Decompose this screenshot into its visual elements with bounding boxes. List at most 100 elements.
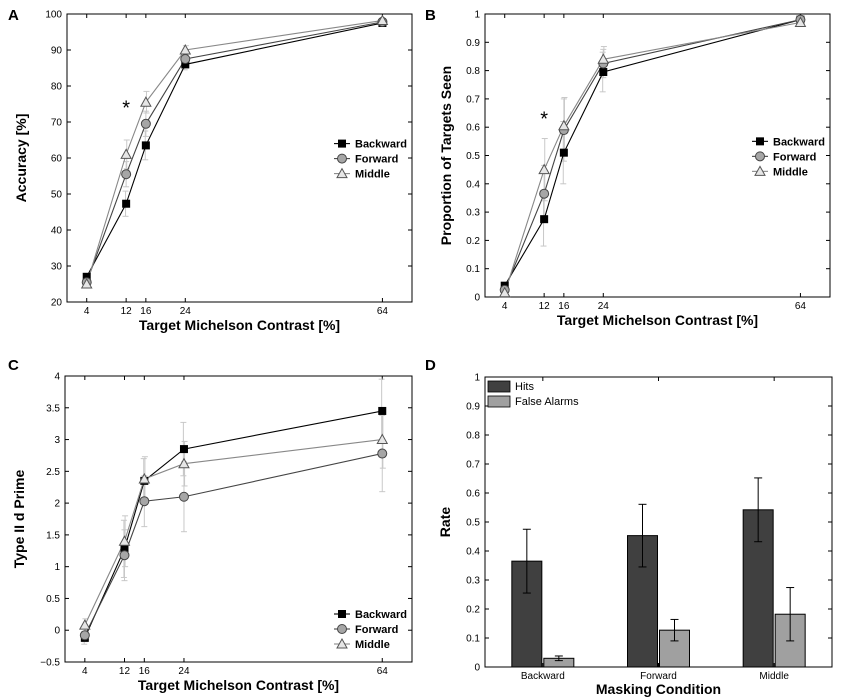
- data-point-middle: [597, 53, 610, 64]
- data-point-middle: [178, 457, 190, 469]
- y-tick-label: 50: [51, 190, 63, 201]
- y-tick-label: 3.5: [46, 403, 60, 414]
- y-tick-label: 100: [45, 10, 62, 21]
- data-point-forward: [121, 169, 132, 180]
- data-point-forward: [377, 448, 388, 459]
- legend-marker-backward: [756, 137, 764, 146]
- y-tick-label: 3: [54, 435, 60, 446]
- legend-label: Forward: [773, 151, 816, 163]
- x-tick-label: 64: [795, 301, 807, 312]
- y-tick-label: 0.7: [466, 460, 480, 471]
- y-tick-label: 0.2: [466, 236, 480, 247]
- y-tick-label: 0.6: [466, 489, 480, 500]
- legend-marker-middle: [754, 165, 766, 176]
- data-point-backward: [559, 148, 568, 157]
- y-tick-label: 1: [474, 373, 480, 384]
- x-tick-label: 24: [178, 666, 190, 677]
- data-point-middle: [118, 535, 131, 546]
- series-line-backward: [86, 22, 383, 278]
- y-tick-label: 1: [54, 562, 60, 573]
- x-tick-label: 4: [502, 301, 508, 312]
- legend-marker-forward: [337, 624, 347, 634]
- legend-label: Middle: [355, 639, 390, 651]
- y-tick-label: 0.6: [466, 123, 480, 134]
- x-axis-title: Target Michelson Contrast [%]: [139, 317, 340, 333]
- data-point-backward: [378, 406, 387, 415]
- data-point-backward: [179, 445, 188, 454]
- y-tick-label: 80: [51, 82, 63, 93]
- y-tick-label: 0: [54, 626, 60, 637]
- legend-label: Backward: [355, 139, 407, 151]
- legend-label: Backward: [773, 136, 825, 148]
- data-point-forward: [79, 630, 90, 641]
- data-point-forward: [139, 496, 150, 507]
- data-point-forward: [539, 188, 550, 199]
- data-point-middle: [558, 119, 570, 131]
- significance-marker: *: [540, 109, 548, 131]
- y-axis-title: Type II d Prime: [11, 470, 27, 569]
- x-axis-title: Target Michelson Contrast [%]: [557, 312, 758, 328]
- data-point-middle: [179, 43, 192, 55]
- y-tick-label: 90: [51, 46, 63, 57]
- data-point-backward: [540, 215, 549, 224]
- data-point-middle: [120, 148, 132, 159]
- y-tick-label: 0.1: [466, 634, 480, 645]
- legend-marker-backward: [338, 610, 346, 618]
- legend-marker-forward: [755, 151, 765, 162]
- data-point-forward: [180, 54, 191, 64]
- series-line-middle: [86, 19, 383, 285]
- y-tick-label: 0.9: [466, 402, 480, 413]
- panel-d: D 0 0.1 0.2 0.3 0.4 0.5 0.6 0.7 0.8 0.9 1 Backward Fo…: [425, 357, 833, 697]
- data-point-middle: [376, 14, 389, 25]
- y-tick-label: 4: [54, 372, 60, 383]
- y-tick-label: 70: [51, 118, 63, 129]
- data-point-middle: [80, 277, 93, 289]
- legend-swatch: [487, 380, 511, 393]
- y-tick-label: 0.8: [466, 431, 480, 442]
- data-point-middle: [140, 96, 152, 107]
- panel-b: B 0 0.1 0.2 0.3 0.4 0.5 0.6 0.7 0.8 0.9 1 4 12 16 24 64 T…: [425, 7, 831, 328]
- y-axis-title: Accuracy [%]: [13, 114, 29, 203]
- data-point-middle: [498, 286, 511, 298]
- y-tick-label: 1: [474, 10, 480, 21]
- data-point-forward: [119, 550, 130, 561]
- panel-letter: C: [8, 357, 19, 374]
- y-tick-label: 40: [51, 226, 63, 237]
- x-tick-label: 12: [121, 306, 133, 317]
- legend-label: Middle: [773, 166, 808, 178]
- x-tick-label: 4: [82, 666, 88, 677]
- data-point-middle: [794, 16, 807, 27]
- x-tick-label: 4: [84, 306, 90, 317]
- x-tick-label: 12: [539, 301, 551, 312]
- data-point-forward: [178, 491, 189, 502]
- significance-marker: *: [122, 98, 130, 120]
- y-tick-label: 0.3: [466, 208, 480, 219]
- legend-label: Hits: [515, 381, 534, 393]
- panel-a: A 20 30 40 50 60 70 80 90 100 4 12 16 24 64 Target Mich…: [8, 7, 413, 333]
- series-line-forward: [86, 21, 383, 283]
- y-tick-label: 2: [54, 499, 60, 510]
- y-tick-label: 2.5: [46, 467, 60, 478]
- y-tick-label: 20: [51, 298, 63, 309]
- legend-marker-middle: [336, 167, 348, 179]
- y-tick-label: −0.5: [40, 658, 60, 669]
- plot-frame: [64, 375, 413, 663]
- data-point-backward: [122, 199, 131, 208]
- x-tick-label: Middle: [759, 671, 789, 682]
- y-tick-label: 0.4: [466, 547, 480, 558]
- y-axis-title: Proportion of Targets Seen: [438, 66, 454, 245]
- y-tick-label: 0.2: [466, 605, 480, 616]
- panel-c: C −0.5 0 0.5 1 1.5 2 2.5 3 3.5 4 4 12 16 24 64 Target Mi…: [8, 357, 413, 693]
- y-tick-label: 0: [474, 663, 480, 674]
- x-tick-label: 16: [140, 306, 152, 317]
- y-tick-label: 0.5: [466, 151, 480, 162]
- data-point-middle: [138, 472, 151, 484]
- legend-label: Forward: [355, 624, 398, 636]
- y-tick-label: 0.8: [466, 66, 480, 77]
- y-tick-label: 0.9: [466, 38, 480, 49]
- data-point-forward: [140, 118, 151, 129]
- legend-marker-middle: [336, 637, 348, 649]
- legend-label: Backward: [355, 609, 407, 621]
- x-tick-label: 64: [377, 306, 389, 317]
